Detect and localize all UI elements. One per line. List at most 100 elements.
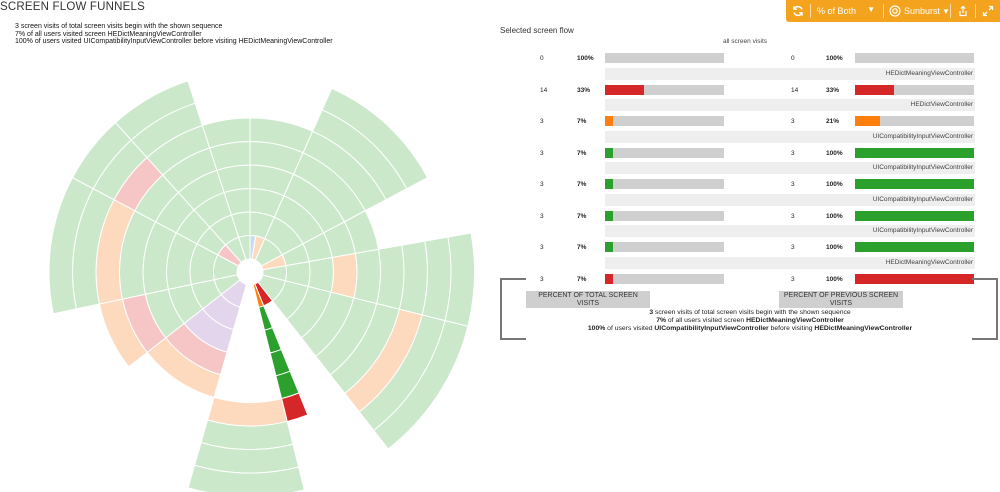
flow-screen-label: UICompatibilityInputViewController: [605, 193, 975, 206]
previous-percent-bar: [855, 116, 974, 126]
previous-count: 3: [791, 275, 795, 283]
total-percent-bar-fill: [605, 273, 614, 284]
flow-description-line: 3 screen visits of total screen visits b…: [649, 309, 851, 316]
sunburst-segment[interactable]: [330, 252, 358, 299]
previous-percent-bar: [855, 242, 974, 252]
flow-row[interactable]: 3 7% 3 100%: [500, 273, 1000, 286]
chart-toolbar: % of Both ▼ Sunburst ▼: [786, 0, 1000, 22]
refresh-icon: [793, 5, 803, 17]
total-count: 3: [540, 118, 544, 125]
refresh-button[interactable]: [786, 0, 810, 22]
share-button[interactable]: [951, 0, 975, 22]
previous-percent: 100%: [826, 181, 843, 188]
left-bracket: [500, 278, 526, 340]
total-percent: 7%: [577, 118, 587, 125]
sunburst-segment[interactable]: [206, 396, 288, 427]
previous-percent-bar: [855, 53, 974, 63]
total-percent-bar: [605, 179, 724, 189]
flow-row[interactable]: 0 100% 0 100%: [500, 53, 1000, 65]
total-percent-bar: [605, 273, 724, 284]
sunburst-icon: [889, 5, 901, 17]
selected-flow-title: Selected screen flow: [500, 26, 574, 35]
sunburst-segment[interactable]: [321, 87, 429, 190]
total-percent-bar: [605, 53, 724, 63]
summary-line: 3 screen visits of total screen visits b…: [15, 23, 223, 30]
previous-percent-label: PERCENT OF PREVIOUS SCREEN VISITS: [779, 291, 903, 308]
total-percent-bar-fill: [605, 242, 614, 252]
previous-count: 3: [791, 149, 795, 157]
total-percent-bar-fill: [605, 84, 645, 95]
chart-type-label: Sunburst: [904, 6, 941, 16]
total-percent: 100%: [577, 55, 594, 62]
previous-percent-bar: [855, 179, 974, 189]
flow-row[interactable]: 14 33% 14 33%: [500, 84, 1000, 97]
previous-percent: 100%: [826, 275, 843, 283]
previous-count: 3: [791, 212, 795, 220]
sunburst-segment[interactable]: [187, 464, 305, 492]
chevron-down-icon: ▼: [867, 5, 875, 14]
previous-percent: 21%: [826, 118, 840, 125]
flow-row[interactable]: 3 7% 3 100%: [500, 147, 1000, 160]
total-count: 3: [540, 149, 544, 157]
total-percent: 7%: [577, 181, 587, 188]
flow-row[interactable]: 3 7% 3 21%: [500, 116, 1000, 128]
previous-percent-bar: [855, 273, 974, 284]
previous-percent-bar-fill: [855, 179, 974, 189]
total-percent: 7%: [577, 244, 587, 251]
toolbar-divider: [883, 4, 884, 18]
sunburst-segment[interactable]: [263, 326, 282, 354]
toolbar-divider: [950, 4, 951, 18]
previous-percent-bar-fill: [855, 210, 974, 221]
total-percent-bar: [605, 147, 724, 158]
previous-percent-bar: [855, 147, 974, 158]
flow-description: 3 screen visits of total screen visits b…: [500, 309, 1000, 333]
summary-line: 100% of users visited UICompatibilityInp…: [15, 38, 333, 46]
summary-line: 7% of all users visited screen HEDictMea…: [15, 30, 202, 38]
previous-percent-bar: [855, 84, 974, 95]
sunburst-segment[interactable]: [398, 240, 428, 316]
total-count: 3: [540, 244, 544, 251]
sunburst-segment[interactable]: [201, 117, 251, 149]
metric-dropdown[interactable]: % of Both ▼: [811, 0, 883, 22]
total-count: 14: [540, 86, 548, 94]
previous-percent-bar-fill: [855, 147, 974, 158]
total-count: 3: [540, 181, 544, 188]
previous-percent: 100%: [826, 149, 843, 157]
previous-percent: 100%: [826, 212, 843, 220]
flow-screen-label: HEDictMeaningViewController: [605, 256, 975, 269]
previous-count: 3: [791, 244, 795, 251]
previous-percent-bar-fill: [855, 116, 880, 126]
sunburst-segment[interactable]: [114, 80, 196, 141]
total-percent-bar: [605, 116, 724, 126]
chart-summary: 3 screen visits of total screen visits b…: [15, 23, 333, 46]
flow-row[interactable]: 3 7% 3 100%: [500, 210, 1000, 223]
flow-description-line: 7% of all users visited screen HEDictMea…: [656, 317, 844, 324]
total-percent: 7%: [577, 149, 587, 157]
sunburst-segment[interactable]: [258, 305, 274, 331]
previous-percent-bar-fill: [855, 242, 974, 252]
flow-screen-label: HEDictMeaningViewController: [605, 67, 975, 80]
previous-percent: 33%: [826, 86, 840, 94]
flow-screen-label: UICompatibilityInputViewController: [605, 162, 975, 174]
flow-legend: PERCENT OF TOTAL SCREEN VISITS PERCENT O…: [500, 278, 1000, 342]
sunburst-segment[interactable]: [373, 320, 469, 450]
toolbar-divider: [810, 4, 811, 18]
previous-count: 3: [791, 181, 795, 188]
flow-screen-label: UICompatibilityInputViewController: [605, 130, 975, 143]
flow-row[interactable]: 3 7% 3 100%: [500, 242, 1000, 254]
flow-description-line: 100% of users visited UICompatibilityInp…: [587, 325, 913, 332]
flow-screen-label: HEDictViewController: [605, 99, 975, 111]
previous-count: 0: [791, 55, 795, 62]
sunburst-chart[interactable]: [0, 22, 490, 492]
sunburst-segment[interactable]: [353, 248, 381, 305]
total-percent: 33%: [577, 86, 591, 94]
sunburst-center[interactable]: [238, 260, 262, 284]
expand-button[interactable]: [976, 0, 1000, 22]
chart-type-dropdown[interactable]: Sunburst ▼: [884, 0, 950, 22]
total-percent-bar: [605, 84, 724, 95]
flow-row[interactable]: 3 7% 3 100%: [500, 179, 1000, 191]
previous-count: 14: [791, 86, 799, 94]
right-bracket: [972, 278, 998, 340]
metric-dropdown-label: % of Both: [817, 6, 857, 16]
sunburst-segment[interactable]: [376, 244, 405, 310]
